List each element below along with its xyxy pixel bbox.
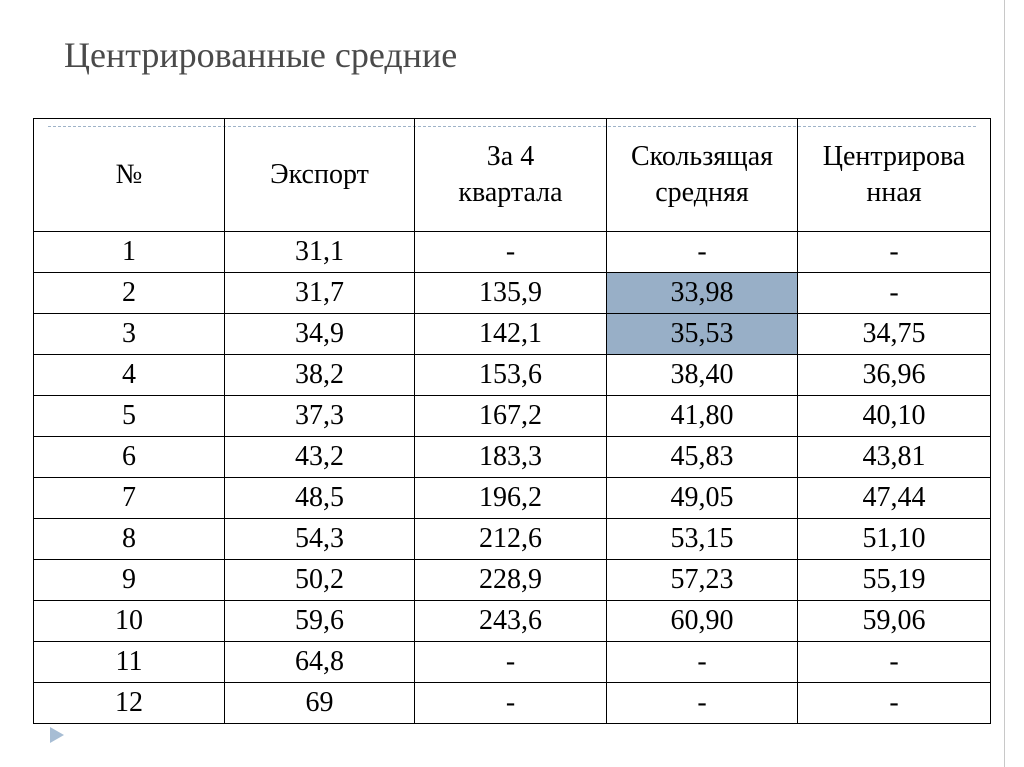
header-row: № Экспорт За 4 квартала Скользящая средняя Ц… (33, 118, 991, 232)
table-cell: 50,2 (224, 559, 415, 601)
table-cell: 5 (33, 395, 225, 437)
table-cell: - (414, 231, 607, 273)
table-cell: 31,7 (224, 272, 415, 314)
header-export: Экспорт (224, 118, 415, 232)
table-header: № Экспорт За 4 квартала Скользящая средняя Ц… (33, 118, 991, 232)
table-cell: 51,10 (797, 518, 991, 560)
table-cell: 69 (224, 682, 415, 724)
table-row: 9 50,2 228,9 57,23 55,19 (33, 559, 991, 601)
table-row: 7 48,5 196,2 49,05 47,44 (33, 477, 991, 519)
table-cell: 53,15 (606, 518, 798, 560)
moving-average-table: № Экспорт За 4 квартала Скользящая средняя Ц… (33, 118, 991, 724)
table-cell: - (797, 272, 991, 314)
slide-edge-line (1004, 0, 1005, 767)
table-row: 11 64,8- - - (33, 641, 991, 683)
table-cell: 57,23 (606, 559, 798, 601)
slide-title: Центрированные средние (64, 35, 458, 75)
table-cell: 59,06 (797, 600, 991, 642)
table-cell: - (606, 682, 798, 724)
table-row: 10 59,6 243,6 60,90 59,06 (33, 600, 991, 642)
table-cell: 2 (33, 272, 225, 314)
highlighted-cell: 33,98 (606, 272, 798, 314)
table-cell: 60,90 (606, 600, 798, 642)
highlighted-cell: 35,53 (606, 313, 798, 355)
table-cell: 47,44 (797, 477, 991, 519)
table-cell: 7 (33, 477, 225, 519)
header-centered: Центрирова нная (797, 118, 991, 232)
table-cell: 4 (33, 354, 225, 396)
table-cell: - (797, 641, 991, 683)
table-cell: 12 (33, 682, 225, 724)
table-cell: 31,1 (224, 231, 415, 273)
table-row: 12 69- - - (33, 682, 991, 724)
header-moving-average: Скользящая средняя (606, 118, 798, 232)
table-cell: 43,81 (797, 436, 991, 478)
table-cell: 55,19 (797, 559, 991, 601)
table-row: 2 31,7 135,9 33,98- (33, 272, 991, 314)
table-cell: 6 (33, 436, 225, 478)
table-cell: 183,3 (414, 436, 607, 478)
table-row: 6 43,2 183,3 45,83 43,81 (33, 436, 991, 478)
table-cell: 36,96 (797, 354, 991, 396)
table-cell: 212,6 (414, 518, 607, 560)
header-four-quarters: За 4 квартала (414, 118, 607, 232)
table-cell: - (606, 231, 798, 273)
table-row: 4 38,2 153,6 38,40 36,96 (33, 354, 991, 396)
table-cell: 48,5 (224, 477, 415, 519)
table-cell: 243,6 (414, 600, 607, 642)
table-cell: 40,10 (797, 395, 991, 437)
header-number: № (33, 118, 225, 232)
table-cell: 11 (33, 641, 225, 683)
table-cell: 34,9 (224, 313, 415, 355)
table-cell: - (797, 682, 991, 724)
table-row: 5 37,3 167,2 41,80 40,10 (33, 395, 991, 437)
table-cell: 38,2 (224, 354, 415, 396)
table-cell: 10 (33, 600, 225, 642)
table-cell: 54,3 (224, 518, 415, 560)
table-cell: 38,40 (606, 354, 798, 396)
table-cell: 41,80 (606, 395, 798, 437)
table-cell: 167,2 (414, 395, 607, 437)
table-cell: 228,9 (414, 559, 607, 601)
table-row: 3 34,9 142,1 35,53 34,75 (33, 313, 991, 355)
table-cell: 49,05 (606, 477, 798, 519)
table-cell: 142,1 (414, 313, 607, 355)
table-body: 1 31,1- - -2 31,7 135,9 33,98-3 34,9 142,1 35,53 3… (33, 231, 991, 724)
table-cell: 153,6 (414, 354, 607, 396)
table-row: 1 31,1- - - (33, 231, 991, 273)
table-cell: 59,6 (224, 600, 415, 642)
table-row: 8 54,3 212,6 53,15 51,10 (33, 518, 991, 560)
table-cell: 43,2 (224, 436, 415, 478)
table-cell: 1 (33, 231, 225, 273)
table-cell: 3 (33, 313, 225, 355)
table-cell: 34,75 (797, 313, 991, 355)
table-cell: - (606, 641, 798, 683)
table-cell: - (797, 231, 991, 273)
table-cell: 196,2 (414, 477, 607, 519)
table-cell: - (414, 682, 607, 724)
table-cell: - (414, 641, 607, 683)
table-cell: 37,3 (224, 395, 415, 437)
table-cell: 135,9 (414, 272, 607, 314)
table-cell: 45,83 (606, 436, 798, 478)
nav-arrow-icon[interactable] (50, 727, 64, 743)
table-cell: 64,8 (224, 641, 415, 683)
table-cell: 9 (33, 559, 225, 601)
table-cell: 8 (33, 518, 225, 560)
